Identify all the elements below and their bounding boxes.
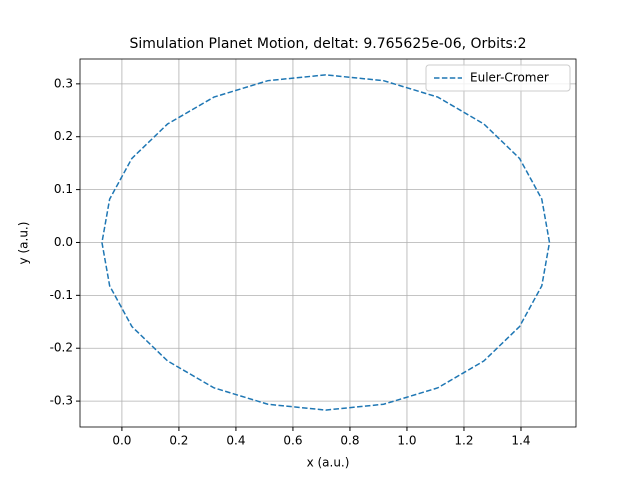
y-axis-label: y (a.u.) (17, 222, 31, 265)
x-axis-label: x (a.u.) (307, 456, 350, 470)
y-tick-label: 0.3 (54, 76, 73, 90)
legend-label: Euler-Cromer (470, 71, 549, 85)
y-tick-label: -0.1 (50, 288, 73, 302)
y-tick-label: 0.1 (54, 182, 73, 196)
y-tick-label: -0.2 (50, 341, 73, 355)
plot-frame (79, 58, 577, 428)
x-tick-label: 0.0 (112, 434, 131, 448)
x-tick-label: 0.2 (169, 434, 188, 448)
x-tick-label: 1.0 (397, 434, 416, 448)
x-tick-label: 0.6 (283, 434, 302, 448)
x-tick-label: 1.2 (454, 434, 473, 448)
x-tick-label: 0.8 (340, 434, 359, 448)
x-tick-label: 0.4 (226, 434, 245, 448)
data-line (101, 74, 551, 411)
y-tick-label: -0.3 (50, 394, 73, 408)
y-tick-label: 0.2 (54, 129, 73, 143)
chart-title: Simulation Planet Motion, deltat: 9.7656… (130, 36, 527, 52)
legend: Euler-Cromer (425, 64, 571, 92)
legend-box (425, 64, 571, 92)
x-tick-label: 1.4 (511, 434, 530, 448)
y-tick-label: 0.0 (54, 235, 73, 249)
